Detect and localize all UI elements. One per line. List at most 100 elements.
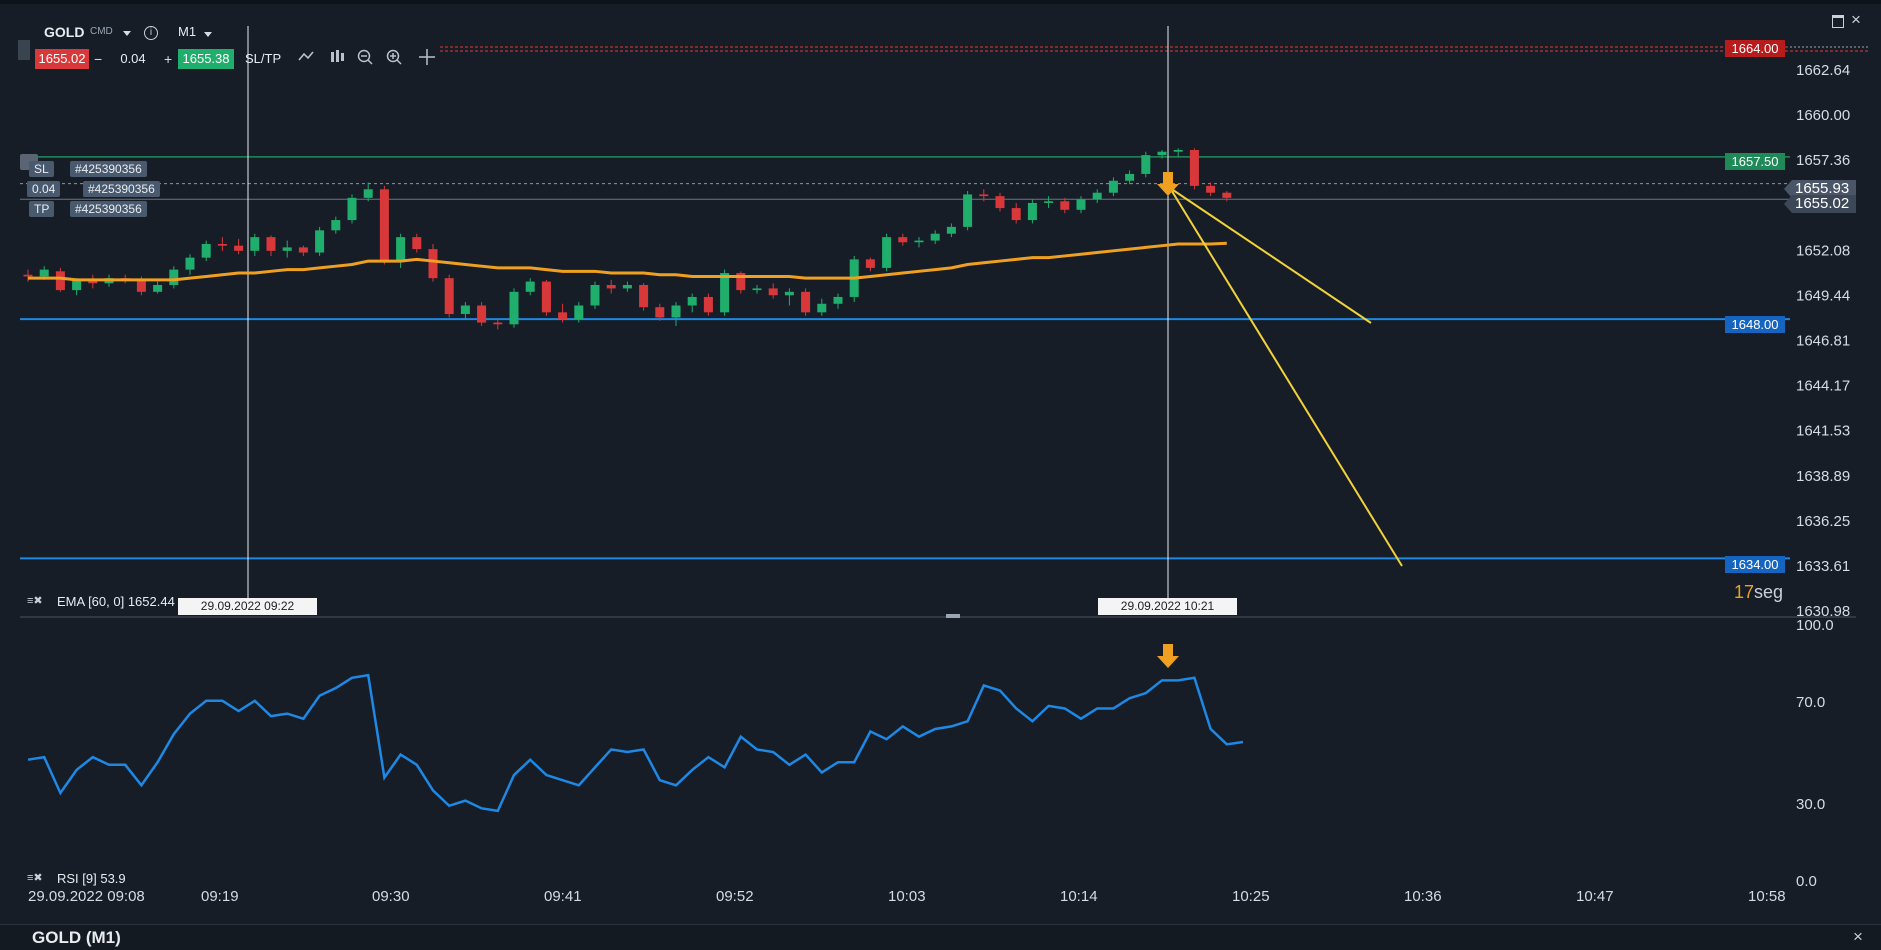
timeframe-select[interactable]: M1 [178,24,197,39]
time-axis-label: 10:03 [888,888,926,905]
candle [882,237,892,268]
candle [136,279,146,292]
price-axis-label: 1657.36 [1796,152,1850,169]
ema-legend-icons[interactable]: ≡✖ [27,595,43,607]
bar-timer: 17seg [1734,582,1783,603]
zoom-in-icon[interactable] [386,49,402,65]
price-axis-label: 1662.64 [1796,62,1850,79]
candle [1011,208,1021,221]
candle [687,296,697,306]
symbol-name[interactable]: GOLD [44,24,85,40]
position-qty-tag[interactable]: 0.04 [27,181,61,197]
candle [606,284,616,289]
increase-quantity-button[interactable]: + [164,51,173,67]
trendline-2 [1169,187,1403,567]
symbol-dropdown-icon[interactable] [123,31,131,36]
candle [282,247,292,251]
candle [784,291,794,296]
price-badge-sl[interactable]: 1657.50 [1725,153,1785,170]
candle [736,273,746,291]
symbol-type: CMD [90,26,113,37]
decrease-quantity-button[interactable]: − [94,51,103,67]
sltp-button[interactable]: SL/TP [245,51,282,66]
sell-signal-arrow [1157,172,1179,196]
price-axis-label: 1660.00 [1796,107,1850,124]
candle [655,307,665,318]
maximize-icon[interactable] [1832,15,1844,28]
price-axis-label: 1652.08 [1796,242,1850,259]
candle [768,288,778,296]
candle [39,269,49,277]
candle [428,249,438,279]
candle [930,233,940,241]
candle [1027,202,1037,221]
price-badge-level1[interactable]: 1648.00 [1725,316,1785,333]
crosshair-icon[interactable] [418,48,438,68]
line-chart-icon[interactable] [298,51,314,61]
rsi-signal-arrow [1157,644,1179,668]
candle [363,189,373,198]
window-top-strip [0,0,1881,4]
bar-timer-unit: seg [1754,582,1784,602]
price-axis-label: 1636.25 [1796,513,1850,530]
sl-tag[interactable]: SL [29,161,54,177]
buy-price-button[interactable]: 1655.38 [178,49,234,69]
candle [1222,192,1232,198]
time-axis-label: 09:19 [201,888,239,905]
candle [801,291,811,313]
trendline-1 [1169,187,1372,324]
candle [331,220,341,231]
bottom-close-icon[interactable]: × [1853,927,1863,946]
close-icon[interactable]: × [1851,10,1861,29]
chart-tools [298,49,402,65]
time-axis-label: 09:41 [544,888,582,905]
rsi-axis-label: 0.0 [1796,873,1817,890]
candle [153,284,163,292]
crosshair-date-2: 29.09.2022 10:21 [1098,598,1237,615]
time-axis-label: 10:36 [1404,888,1442,905]
position-id[interactable]: #425390356 [83,181,160,197]
price-badge-level2[interactable]: 1634.00 [1725,556,1785,573]
candle [347,197,357,221]
price-badge-bid-text: 1655.02 [1795,195,1850,212]
candle [460,305,470,315]
price-axis-label: 1630.98 [1796,603,1850,620]
bottom-panel: GOLD (M1) × [0,924,1881,950]
candle [558,312,568,320]
candle [1206,185,1216,193]
candles-icon[interactable] [331,50,344,62]
candle [817,303,827,313]
tp-tag[interactable]: TP [29,201,55,217]
time-axis-label: 10:25 [1232,888,1270,905]
candle [72,279,82,291]
price-badge-top[interactable]: 1664.00 [1725,40,1785,57]
collapse-handle[interactable] [18,40,30,60]
pane-resize-handle [946,614,960,618]
time-axis-label: 09:52 [716,888,754,905]
candle [914,240,924,243]
quantity-input[interactable]: 0.04 [120,51,146,66]
time-axis-label: 10:47 [1576,888,1614,905]
candle [1108,180,1118,193]
time-axis-label: 10:58 [1748,888,1786,905]
rsi-legend-icons[interactable]: ≡✖ [27,872,43,884]
price-axis-label: 1644.17 [1796,378,1850,395]
candle [995,196,1005,209]
candle [898,237,908,243]
sell-price-button[interactable]: 1655.02 [35,49,89,69]
tp-order-id[interactable]: #425390356 [70,201,147,217]
price-axis-label: 1638.89 [1796,468,1850,485]
candle [509,291,519,325]
timeframe-dropdown-icon[interactable] [204,32,212,37]
candle [525,281,535,292]
candle [979,194,989,197]
candle [720,273,730,313]
sl-order-id[interactable]: #425390356 [70,161,147,177]
zoom-out-icon[interactable] [357,49,373,65]
rsi-axis-label: 100.0 [1796,617,1834,634]
candle [622,284,632,289]
candle [639,284,649,308]
info-icon[interactable]: i [144,26,158,40]
candle [169,269,179,285]
